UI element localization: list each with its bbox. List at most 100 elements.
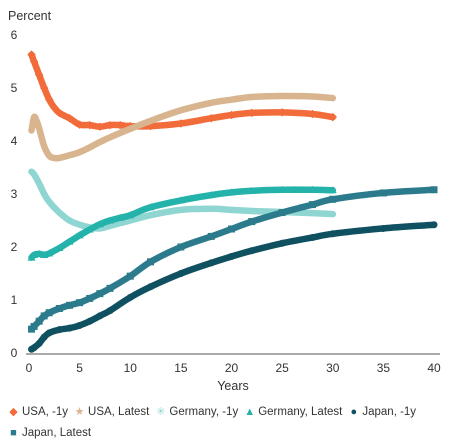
diamond-marker-icon: ◆ [9, 406, 18, 418]
data-point [278, 209, 286, 217]
data-point [66, 324, 73, 332]
data-point [177, 270, 185, 277]
data-point [228, 225, 235, 233]
data-point [329, 95, 336, 102]
data-point [46, 152, 53, 159]
data-point [308, 109, 317, 119]
data-point [51, 154, 58, 161]
data-point [56, 209, 63, 216]
data-point [96, 290, 104, 298]
data-point [85, 120, 94, 130]
y-tick-label: 0 [11, 346, 18, 360]
data-point [55, 304, 63, 312]
data-point [147, 283, 154, 291]
data-point [31, 171, 38, 178]
triangle-marker-icon: ▲ [244, 406, 256, 418]
data-point [126, 272, 134, 280]
x-axis-ticks: 0 5 10 15 20 25 30 35 40 [26, 361, 441, 375]
data-point [66, 301, 73, 309]
data-point [207, 191, 216, 199]
data-point [227, 110, 236, 120]
data-point [30, 323, 38, 330]
data-point [30, 344, 38, 352]
legend: ◆ USA, -1y ★ USA, Latest ✳ Germany, -1y ▲ Germa… [8, 402, 452, 444]
data-point [56, 154, 63, 161]
data-point [66, 217, 73, 224]
data-point [228, 253, 235, 261]
y-tick-label: 4 [11, 134, 18, 148]
data-point [96, 312, 104, 320]
series-layer [27, 50, 438, 353]
series-japan-1y [28, 221, 438, 353]
x-tick-label: 30 [326, 361, 340, 375]
circle-marker-icon: ● [350, 406, 358, 418]
x-axis-label: Years [217, 379, 249, 393]
data-point [96, 139, 103, 146]
legend-label: Japan, Latest [22, 427, 92, 439]
data-point [40, 333, 48, 341]
data-point [329, 230, 337, 238]
data-point [105, 120, 115, 130]
x-tick-label: 15 [174, 361, 188, 375]
data-point [247, 186, 256, 194]
series-line [28, 221, 438, 353]
data-point [279, 92, 286, 99]
legend-item: ▲ Germany, Latest [244, 402, 342, 423]
data-point [76, 149, 83, 156]
data-point [379, 224, 387, 232]
data-point [127, 125, 134, 132]
star-marker-icon: ★ [74, 406, 85, 418]
x-tick-label: 35 [377, 361, 391, 375]
data-point [41, 191, 48, 197]
series-japan-latest [28, 186, 438, 333]
data-point [75, 120, 84, 129]
data-point [430, 221, 438, 229]
data-point [208, 99, 215, 106]
data-point [309, 201, 316, 209]
data-point [45, 309, 53, 317]
data-point [177, 243, 185, 251]
data-point [85, 225, 94, 233]
data-point [36, 125, 43, 132]
data-point [207, 232, 215, 240]
data-point [430, 186, 438, 194]
x-tick-label: 0 [26, 361, 33, 375]
data-point [33, 117, 40, 124]
data-point [278, 239, 286, 247]
legend-item: ◆ USA, -1y [8, 402, 68, 423]
data-point [147, 212, 154, 219]
legend-label: Germany, -1y [169, 406, 239, 418]
data-point [34, 70, 44, 79]
data-point [115, 120, 125, 130]
data-point [76, 221, 83, 228]
square-marker-icon: ■ [10, 427, 17, 439]
data-point [28, 127, 35, 134]
data-point [55, 108, 64, 118]
data-point [328, 186, 337, 194]
y-tick-label: 1 [11, 293, 18, 307]
x-tick-label: 20 [225, 361, 239, 375]
series-usa-latest [28, 92, 337, 162]
y-tick-label: 6 [11, 28, 18, 42]
data-point [278, 185, 287, 193]
data-point [50, 103, 59, 112]
data-point [29, 57, 39, 66]
data-point [176, 119, 186, 128]
data-point [35, 339, 43, 347]
data-point [248, 207, 255, 214]
series-line [28, 92, 337, 162]
data-point [309, 233, 316, 241]
data-point [36, 180, 43, 187]
data-point [55, 326, 63, 334]
series-usa-1y [27, 50, 337, 131]
asterisk-marker-icon: ✳ [156, 406, 166, 418]
data-point [177, 206, 184, 213]
data-point [46, 198, 53, 205]
data-point [207, 113, 216, 123]
data-point [66, 152, 73, 159]
data-point [177, 107, 184, 114]
data-point [76, 321, 84, 329]
y-axis-label: Percent [8, 9, 52, 23]
x-tick-label: 10 [124, 361, 138, 375]
legend-label: USA, Latest [88, 406, 150, 418]
